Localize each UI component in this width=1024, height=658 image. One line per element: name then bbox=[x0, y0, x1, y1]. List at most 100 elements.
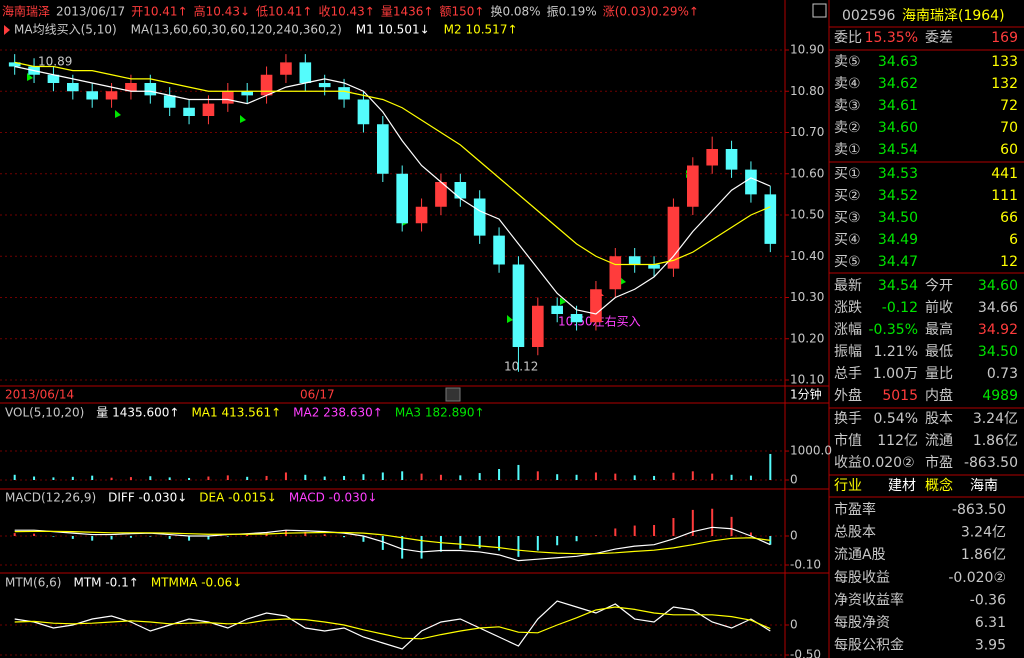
candle-body bbox=[183, 107, 195, 116]
y-tick-label: 10.40 bbox=[790, 249, 824, 263]
indicator-marker bbox=[4, 25, 10, 35]
quote-cell: 1.00万 bbox=[873, 366, 918, 382]
quote-cell: 量比 bbox=[925, 366, 953, 382]
line bbox=[14, 61, 771, 266]
finance-label: 市盈率 bbox=[834, 501, 876, 518]
volume-bar bbox=[594, 472, 597, 480]
y-tick-label: 10.70 bbox=[790, 125, 824, 139]
candle-body bbox=[473, 198, 486, 236]
header-item: MTMMA -0.06↓ bbox=[151, 576, 243, 590]
header-item: 额150↑ bbox=[439, 5, 484, 19]
header-item: MA1 413.561↑ bbox=[191, 406, 281, 420]
volume-bar bbox=[439, 474, 442, 480]
header-item: MTM(6,6) bbox=[5, 576, 61, 590]
candle-body bbox=[241, 91, 253, 96]
quote-cell: 涨跌 bbox=[834, 300, 862, 316]
volume-bar bbox=[149, 476, 152, 480]
header-item: MA(13,60,60,30,60,120,240,360,2) bbox=[131, 23, 342, 37]
candle-body bbox=[551, 305, 563, 314]
header-item: 低10.41↑ bbox=[256, 5, 312, 19]
line bbox=[14, 600, 771, 650]
quote-cell: 前收 bbox=[925, 299, 953, 316]
header-item: MA均线买入(5,10) bbox=[14, 23, 117, 37]
candle-body bbox=[590, 289, 602, 323]
header-item: MACD(12,26,9) bbox=[5, 491, 96, 505]
window-button[interactable] bbox=[812, 3, 827, 18]
volume-bar bbox=[691, 471, 694, 480]
finance-label: 每股收益 bbox=[834, 570, 890, 586]
candle-body bbox=[47, 74, 60, 83]
header-item: 高10.43↓ bbox=[194, 4, 250, 19]
quote-cell: 卖① bbox=[834, 142, 861, 158]
volume-bar bbox=[13, 474, 16, 480]
volume-bar bbox=[265, 475, 268, 480]
volume-bar bbox=[110, 477, 113, 480]
volume-bar bbox=[536, 471, 539, 480]
candle-body bbox=[357, 99, 370, 125]
volume-bar bbox=[401, 471, 404, 480]
line bbox=[14, 530, 771, 555]
finance-label: 每股净资 bbox=[834, 615, 890, 631]
quote-cell: 34.50 bbox=[978, 344, 1018, 360]
quote-cell: 34.54 bbox=[878, 142, 918, 158]
quote-cell: 60 bbox=[1000, 142, 1018, 158]
volume-bar bbox=[52, 477, 55, 480]
quote-cell: 涨幅 bbox=[834, 322, 862, 338]
header-item: MACD -0.030↓ bbox=[289, 491, 378, 505]
quote-cell: 买④ bbox=[834, 232, 861, 248]
quote-cell: 股本 bbox=[925, 411, 953, 427]
quote-cell: 总手 bbox=[834, 366, 862, 382]
quote-cell: 0.54% bbox=[874, 411, 918, 427]
header-item: 2013/06/17 bbox=[56, 5, 125, 19]
candle-body bbox=[628, 256, 641, 265]
header-item: VOL(5,10,20) bbox=[5, 406, 84, 420]
finance-label: 每股公积金 bbox=[834, 638, 904, 654]
y-tick-label: -0.10 bbox=[790, 558, 821, 572]
header-item: M2 10.517↑ bbox=[444, 23, 518, 37]
y-tick-label: 0 bbox=[790, 473, 798, 487]
volume-bar bbox=[33, 476, 36, 480]
quote-cell: 委比 bbox=[834, 30, 862, 46]
candle-body bbox=[105, 91, 118, 100]
y-tick-label: 10.10 bbox=[790, 373, 824, 387]
quote-cell: 流通 bbox=[925, 433, 953, 449]
candle-body bbox=[706, 149, 718, 166]
quote-cell: 111 bbox=[991, 188, 1018, 204]
y-tick-label: 10.20 bbox=[790, 331, 824, 345]
volume-bar bbox=[188, 477, 191, 480]
quote-cell: 换手 bbox=[834, 410, 862, 427]
candle-body bbox=[67, 83, 79, 92]
candle-body bbox=[163, 95, 176, 108]
quote-cell: 34.47 bbox=[878, 254, 918, 270]
quote-cell: 海南 bbox=[970, 478, 998, 494]
header-item: 开10.41↑ bbox=[131, 5, 187, 19]
candle-body bbox=[377, 124, 389, 174]
finance-value: -863.50 bbox=[952, 502, 1006, 518]
finance-value: 3.95 bbox=[975, 638, 1006, 654]
candle-body bbox=[764, 194, 777, 244]
volume-bar bbox=[168, 477, 171, 480]
quote-cell: 5015 bbox=[882, 388, 918, 404]
scrollbar-thumb[interactable] bbox=[445, 387, 461, 402]
buy-signal bbox=[560, 297, 566, 305]
header-item: 量 1435.600↑ bbox=[96, 406, 179, 420]
finance-value: -0.020② bbox=[948, 570, 1006, 586]
quote-cell: 34.61 bbox=[878, 98, 918, 114]
header-item: 海南瑞泽 bbox=[2, 4, 50, 19]
header-item: 收10.43↑ bbox=[318, 5, 374, 19]
y-tick-label: 10.80 bbox=[790, 84, 824, 98]
volume-bar bbox=[420, 473, 423, 480]
quote-cell: 4989 bbox=[982, 388, 1018, 404]
candle-body bbox=[222, 91, 234, 104]
candle-body bbox=[493, 235, 505, 265]
header-item: MA3 182.890↑ bbox=[395, 406, 485, 420]
volume-bar bbox=[478, 473, 481, 480]
candle-body bbox=[570, 314, 583, 323]
low-annotation: 10.12 bbox=[504, 360, 538, 374]
date-label: 2013/06/14 bbox=[5, 388, 74, 402]
candle-body bbox=[667, 206, 680, 269]
quote-cell: 34.60 bbox=[878, 120, 918, 136]
